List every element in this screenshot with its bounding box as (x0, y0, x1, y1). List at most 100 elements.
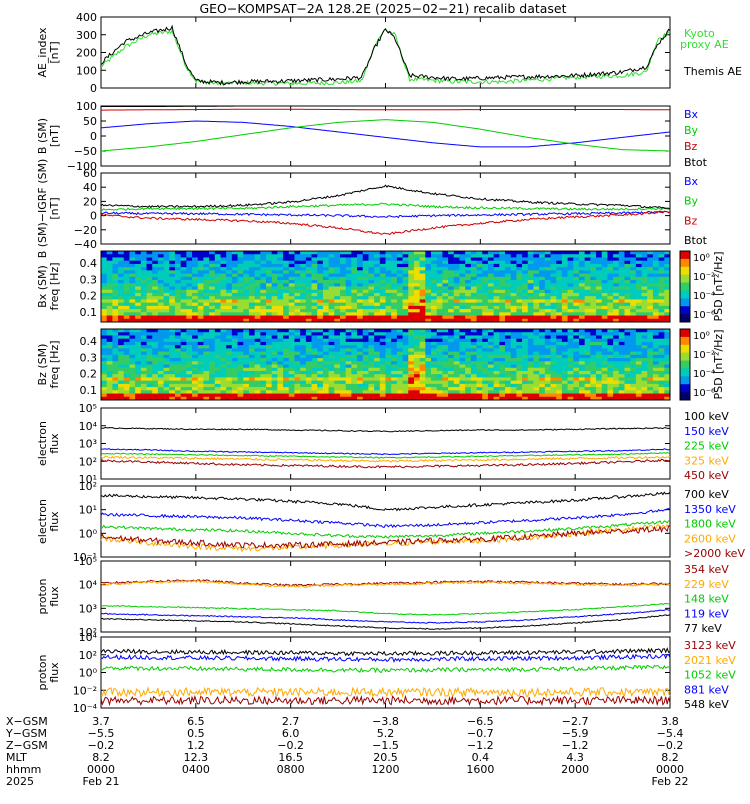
spectrogram-cell (220, 341, 227, 346)
spectrogram-cell (305, 390, 312, 394)
spectrogram-cell (101, 286, 108, 291)
spectrogram-cell (613, 257, 620, 262)
spectrogram-cell (317, 354, 324, 359)
spectrogram-cell (459, 318, 466, 323)
spectrogram-cell (499, 393, 506, 398)
spectrogram-cell (470, 257, 477, 262)
spectrogram-cell (243, 305, 250, 310)
spectrogram-cell (590, 348, 597, 352)
spectrogram-cell (391, 367, 398, 372)
spectrogram-cell (186, 354, 193, 359)
spectrogram-cell (544, 305, 551, 310)
spectrogram-cell (123, 367, 130, 372)
spectrogram-cell (425, 380, 432, 385)
spectrogram-cell (248, 276, 256, 281)
spectrogram-cell (499, 380, 506, 385)
spectrogram-cell (231, 370, 238, 375)
spectrogram-cell (248, 289, 256, 294)
footer-value: 3.8 (661, 715, 679, 728)
spectrogram-cell (652, 370, 660, 375)
spectrogram-cell (140, 267, 147, 271)
spectrogram-cell (499, 335, 506, 340)
spectrogram-cell (123, 329, 130, 333)
spectrogram-cell (129, 370, 136, 375)
spectrogram-cell (442, 364, 449, 369)
spectrogram-cell (305, 364, 312, 369)
spectrogram-cell (510, 260, 517, 265)
spectrogram-cell (152, 318, 159, 323)
spectrogram-cell (311, 364, 318, 369)
spectrogram-cell (550, 270, 557, 274)
spectrogram-cell (368, 254, 375, 258)
spectrogram-cell (413, 280, 421, 284)
spectrogram-cell (613, 296, 620, 300)
spectrogram-cell (613, 299, 620, 304)
spectrogram-cell (641, 276, 648, 281)
spectrogram-cell (431, 309, 438, 313)
spectrogram-cell (231, 260, 238, 265)
spectrogram-cell (305, 273, 312, 278)
spectrogram-cell (209, 348, 216, 352)
spectrogram-cell (453, 351, 460, 356)
spectrogram-cell (476, 338, 483, 343)
spectrogram-cell (436, 299, 443, 304)
spectrogram-cell (510, 312, 517, 316)
spectrogram-cell (288, 380, 295, 385)
spectrogram-cell (220, 396, 227, 401)
spectrogram-cell (123, 309, 130, 313)
spectrogram-cell (311, 348, 318, 352)
spectrogram-cell (129, 305, 136, 310)
spectrogram-cell (590, 396, 597, 401)
spectrogram-cell (544, 380, 551, 385)
spectrogram-cell (550, 312, 557, 316)
spectrogram-cell (209, 273, 216, 278)
spectrogram-cell (220, 283, 227, 287)
spectrogram-cell (203, 280, 210, 284)
footer-value: 0400 (182, 763, 210, 776)
spectrogram-cell (556, 309, 563, 313)
panel-frame (100, 105, 671, 167)
spectrogram-cell (504, 302, 512, 307)
spectrogram-cell (345, 345, 352, 349)
spectrogram-cell (618, 380, 625, 385)
spectrogram-cell (379, 318, 386, 323)
spectrogram-cell (613, 270, 620, 274)
spectrogram-cell (322, 380, 329, 385)
spectrogram-cell (607, 309, 614, 313)
spectrogram-cell (408, 296, 415, 300)
spectrogram-cell (544, 345, 551, 349)
spectrogram-cell (533, 257, 540, 262)
spectrogram-cell (345, 390, 352, 394)
spectrogram-cell (322, 358, 329, 362)
legend-entry: >2000 keV (684, 547, 745, 560)
spectrogram-cell (180, 286, 187, 291)
spectrogram-cell (146, 276, 153, 281)
series-line-4 (101, 458, 671, 469)
spectrogram-cell (391, 257, 398, 262)
spectrogram-cell (533, 318, 540, 323)
spectrogram-cell (163, 377, 170, 382)
spectrogram-cell (209, 345, 216, 349)
spectrogram-cell (260, 374, 267, 378)
spectrogram-cell (539, 260, 546, 265)
spectrogram-cell (374, 276, 381, 281)
spectrogram-cell (459, 260, 466, 265)
spectrogram-cell (544, 348, 551, 352)
spectrogram-cell (448, 286, 455, 291)
spectrogram-cell (618, 309, 625, 313)
spectrogram-cell (425, 341, 432, 346)
spectrogram-cell (129, 299, 136, 304)
spectrogram-cell (231, 377, 238, 382)
spectrogram-cell (664, 348, 671, 352)
spectrogram-cell (226, 341, 233, 346)
spectrogram-cell (322, 329, 329, 333)
spectrogram-cell (226, 374, 233, 378)
spectrogram-cell (283, 267, 290, 271)
spectrogram-cell (260, 380, 267, 385)
spectrogram-cell (550, 387, 557, 391)
spectrogram-cell (209, 329, 216, 333)
spectrogram-cell (539, 299, 546, 304)
plot-title: GEO−KOMPSAT−2A 128.2E (2025−02−21) recal… (199, 1, 566, 16)
spectrogram-cell (174, 374, 182, 378)
spectrogram-cell (425, 332, 432, 336)
